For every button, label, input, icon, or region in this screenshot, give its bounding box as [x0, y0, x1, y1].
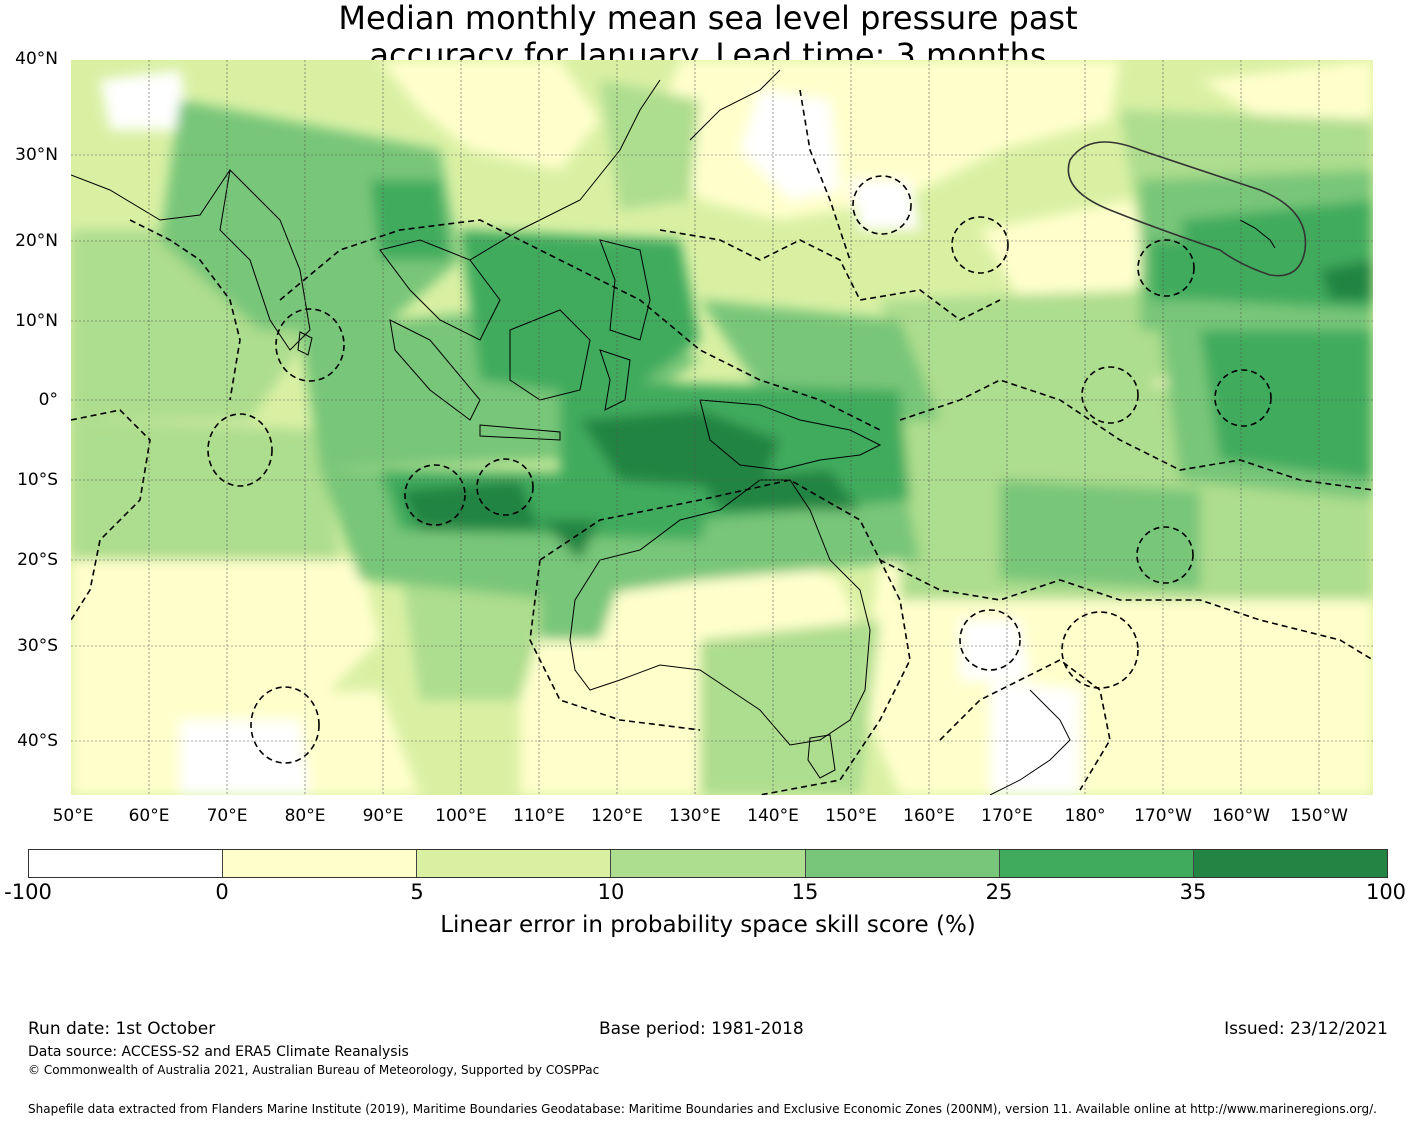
lon-label: 120°E	[591, 806, 643, 826]
title-line-1: Median monthly mean sea level pressure p…	[338, 0, 1078, 37]
australia-coast	[569, 479, 871, 746]
colorbar-tick: 5	[410, 880, 424, 904]
lon-label: 180°	[1064, 806, 1106, 826]
lon-label: 110°E	[513, 806, 565, 826]
lon-label: 60°E	[128, 806, 170, 826]
indochina-coast	[379, 239, 501, 341]
eez-circle	[404, 464, 466, 526]
data-source: Data source: ACCESS-S2 and ERA5 Climate …	[28, 1044, 409, 1060]
new-zealand-coast	[989, 689, 1071, 795]
eez-circle	[1081, 366, 1139, 424]
china-coast	[469, 79, 661, 261]
colorbar-segment	[999, 850, 1194, 877]
sumatra-coast	[389, 319, 481, 421]
colorbar-segment	[805, 850, 1000, 877]
sulawesi-coast	[599, 349, 631, 411]
eez-south-pacific	[879, 559, 1373, 661]
colorbar	[28, 849, 1388, 878]
colorbar-tick: 15	[791, 880, 819, 904]
colorbar-segment	[611, 850, 806, 877]
borneo-coast	[509, 309, 591, 401]
lon-label: 160°E	[903, 806, 955, 826]
eez-circle	[476, 458, 534, 516]
eez-circle	[1214, 369, 1272, 427]
colorbar-segment	[1193, 850, 1387, 877]
graticule	[71, 60, 1373, 795]
eez-circle	[275, 308, 345, 382]
lon-label: 170°W	[1134, 806, 1192, 826]
lon-label: 90°E	[362, 806, 404, 826]
colorbar-segment	[29, 850, 224, 877]
lon-label: 150°W	[1290, 806, 1348, 826]
colorbar-segment	[417, 850, 612, 877]
lat-label: 20°N	[15, 231, 58, 251]
india-coast	[219, 168, 311, 351]
eez-japan	[799, 89, 851, 261]
lat-label: 10°N	[15, 311, 58, 331]
eez-circle	[1061, 611, 1139, 689]
lon-label: 80°E	[284, 806, 326, 826]
sri-lanka-coast	[297, 331, 313, 356]
lon-label: 70°E	[206, 806, 248, 826]
lon-label: 140°E	[747, 806, 799, 826]
colorbar-segment	[223, 850, 418, 877]
lon-label: 160°W	[1212, 806, 1270, 826]
eez-circle	[250, 686, 320, 764]
run-date: Run date: 1st October	[28, 1019, 216, 1039]
eez-pacific-chain	[899, 379, 1373, 491]
lon-label: 100°E	[435, 806, 487, 826]
colorbar-label: Linear error in probability space skill …	[440, 912, 976, 938]
lat-label: 40°S	[17, 731, 58, 751]
colorbar-tick: 25	[985, 880, 1013, 904]
colorbar-tick: 10	[597, 880, 625, 904]
lat-label: 0°	[38, 390, 58, 410]
java-coast	[479, 424, 561, 441]
base-period: Base period: 1981-2018	[599, 1019, 804, 1039]
lon-label: 170°E	[981, 806, 1033, 826]
arabia-coast	[71, 169, 231, 221]
philippines-coast	[599, 239, 651, 341]
lon-label: 130°E	[669, 806, 721, 826]
lat-label: 20°S	[17, 550, 58, 570]
colorbar-tick: 100	[1365, 880, 1407, 904]
tasmania-coast	[807, 734, 836, 779]
skill-field	[71, 60, 1373, 795]
eez-africa	[71, 409, 151, 621]
colorbar-tick: 0	[215, 880, 229, 904]
colorbar-tick: -100	[4, 880, 52, 904]
hawaii-coast	[1239, 219, 1276, 249]
skill-map	[71, 60, 1373, 795]
coastlines	[71, 69, 1276, 795]
eez-north	[659, 229, 1001, 321]
lat-label: 30°N	[15, 145, 58, 165]
eez-circle	[1136, 526, 1194, 584]
japan-coast	[689, 69, 781, 141]
lat-label: 40°N	[15, 49, 58, 69]
eez-circle	[207, 413, 273, 487]
lat-label: 10°S	[17, 470, 58, 490]
lon-label: 50°E	[52, 806, 94, 826]
lat-label: 30°S	[17, 636, 58, 656]
shapefile-credit: Shapefile data extracted from Flanders M…	[28, 1102, 1377, 1116]
eez-circle	[959, 609, 1021, 671]
copyright: © Commonwealth of Australia 2021, Austra…	[28, 1063, 600, 1077]
eez-circle	[852, 175, 912, 235]
colorbar-tick: 35	[1179, 880, 1207, 904]
eez-circle	[951, 216, 1009, 274]
lon-label: 150°E	[825, 806, 877, 826]
issued-date: Issued: 23/12/2021	[1224, 1019, 1388, 1039]
hawaii-outline	[1067, 141, 1307, 277]
eez-india	[129, 219, 241, 401]
new-guinea-coast	[699, 399, 882, 471]
eez-circle	[1137, 239, 1195, 297]
